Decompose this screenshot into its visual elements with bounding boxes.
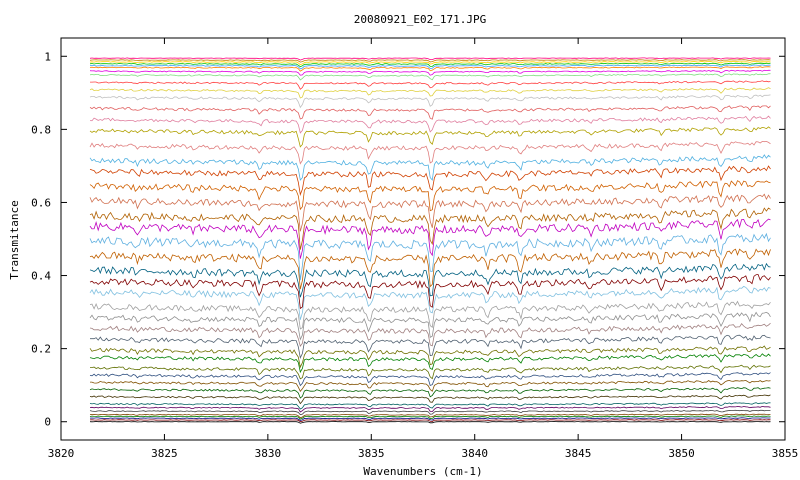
series-line — [89, 64, 771, 70]
series-line — [89, 193, 771, 232]
x-tick-label: 3830 — [255, 447, 282, 460]
y-tick-label: 0.6 — [31, 196, 51, 209]
series-line — [89, 405, 771, 413]
y-tick-label: 0 — [44, 416, 51, 429]
series-line — [90, 379, 771, 393]
series-line — [89, 311, 771, 341]
series-line — [89, 372, 771, 387]
series-line — [89, 66, 771, 72]
chart-title: 20080921_E02_171.JPG — [354, 13, 486, 26]
x-tick-label: 3850 — [668, 447, 695, 460]
series-layer — [89, 57, 771, 424]
x-tick-label: 3845 — [565, 447, 592, 460]
series-line — [89, 394, 771, 405]
series-line — [89, 413, 771, 419]
series-line — [90, 364, 771, 380]
series-line — [89, 419, 771, 423]
series-line — [89, 345, 771, 369]
series-line — [89, 62, 771, 68]
series-line — [89, 69, 771, 76]
series-line — [89, 387, 771, 399]
series-line — [89, 417, 771, 421]
series-line — [89, 274, 771, 310]
x-tick-label: 3855 — [772, 447, 799, 460]
series-line — [89, 285, 771, 320]
series-line — [89, 232, 771, 281]
y-tick-label: 0.8 — [31, 123, 51, 136]
series-line — [89, 415, 771, 420]
y-tick-label: 0.4 — [31, 270, 51, 283]
x-tick-label: 3840 — [461, 447, 488, 460]
series-line — [89, 94, 771, 109]
series-line — [89, 218, 771, 259]
series-line — [89, 300, 771, 330]
series-line — [89, 105, 771, 120]
series-line — [89, 140, 771, 165]
series-line — [89, 409, 771, 416]
y-tick-label: 0.2 — [31, 343, 51, 356]
series-line — [89, 154, 771, 181]
series-line — [89, 402, 771, 410]
series-line — [89, 248, 771, 290]
x-axis: 3820 3825 3830 3835 3840 3845 3850 3855 — [48, 38, 799, 460]
x-tick-label: 3820 — [48, 447, 75, 460]
x-tick-label: 3835 — [358, 447, 385, 460]
series-line — [90, 334, 771, 359]
series-line — [90, 80, 771, 90]
x-tick-label: 3825 — [151, 447, 178, 460]
series-line — [89, 165, 771, 196]
series-line — [89, 126, 771, 148]
y-axis: 0 0.2 0.4 0.6 0.8 1 — [31, 50, 785, 429]
x-axis-label: Wavenumbers (cm-1) — [363, 465, 482, 478]
series-line — [89, 87, 771, 99]
series-line — [89, 115, 771, 134]
plot-frame — [60, 37, 786, 441]
series-line — [89, 73, 771, 81]
series-line — [89, 353, 771, 374]
series-line — [89, 59, 771, 63]
series-line — [89, 57, 771, 61]
series-line — [89, 421, 771, 424]
series-line — [89, 262, 771, 298]
series-line — [89, 207, 771, 250]
series-line — [89, 322, 771, 347]
y-tick-label: 1 — [44, 50, 51, 63]
series-line — [89, 61, 771, 66]
series-line — [89, 180, 771, 212]
y-axis-label: Transmitance — [8, 200, 21, 279]
